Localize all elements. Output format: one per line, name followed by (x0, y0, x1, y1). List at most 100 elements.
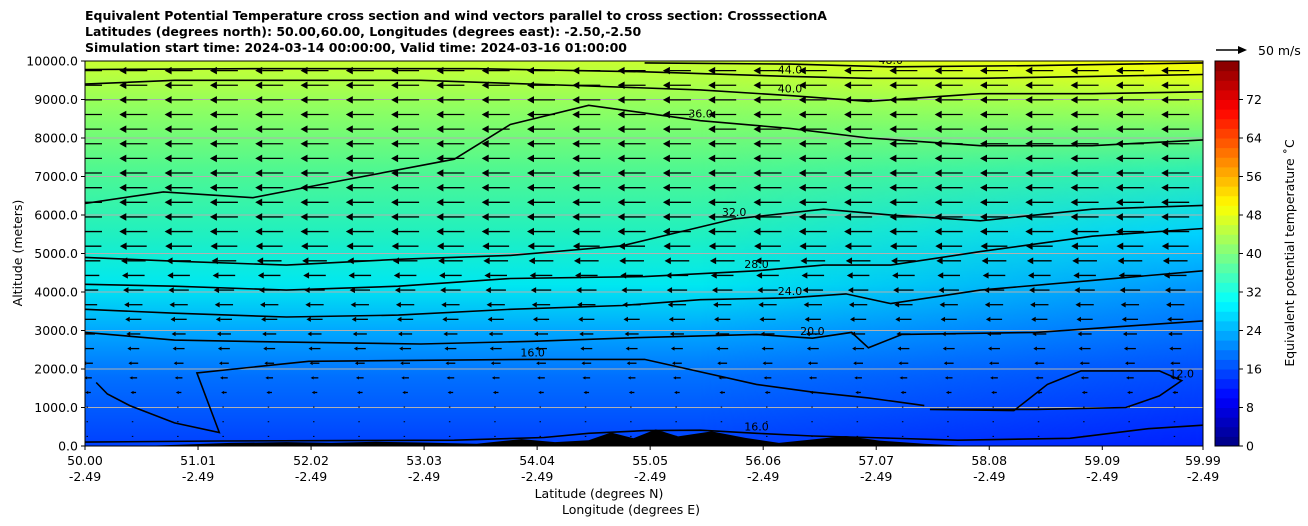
wind-vector-head (1025, 66, 1033, 75)
wind-vector-head (581, 361, 585, 366)
colorbar-band (1215, 109, 1239, 120)
wind-vector-head (1161, 110, 1169, 119)
wind-vector-head (169, 301, 175, 308)
wind-vector-head (1071, 242, 1078, 250)
wind-vector-head (436, 154, 444, 163)
wind-vector-head (799, 242, 807, 250)
colorbar-band (1215, 397, 1239, 408)
wind-vector-head (844, 169, 852, 177)
wind-vector-head (164, 169, 172, 177)
wind-vector-head (262, 331, 267, 337)
wind-vector-head (74, 111, 81, 119)
wind-vector-head (300, 227, 308, 236)
wind-vector-head (214, 301, 220, 308)
wind-vector-head (798, 154, 806, 163)
wind-vector-head (436, 198, 444, 207)
wind-vector-head (945, 390, 949, 395)
wind-vector-head (708, 242, 716, 250)
wind-vector-head (80, 317, 84, 322)
wind-vector-head (168, 287, 174, 294)
wind-vector-head (753, 154, 761, 163)
wind-vector-head (662, 139, 670, 148)
wind-vector-head (1115, 154, 1123, 163)
colorbar-tick-label: 16 (1246, 362, 1262, 377)
wind-vector-head (708, 169, 716, 177)
wind-vector-head (980, 96, 987, 104)
wind-vector-head (1070, 213, 1078, 221)
colorbar-band (1215, 272, 1239, 283)
wind-vector-head (119, 154, 127, 163)
wind-vector-head (980, 169, 987, 177)
wind-vector-head (436, 169, 444, 177)
contour-line (95, 358, 925, 434)
wind-vector-head (436, 183, 444, 192)
wind-vector-head (761, 346, 766, 351)
wind-vector-head (537, 376, 541, 380)
wind-vector-head (937, 272, 944, 279)
wind-vector-head (934, 139, 942, 148)
wind-vector-head (756, 272, 763, 279)
wind-vector-head (757, 287, 763, 294)
x-tick-label-lat: 57.07 (858, 453, 894, 468)
colorbar-tick-label: 32 (1246, 285, 1262, 300)
wind-vector-head (980, 154, 987, 163)
colorbar-band (1215, 263, 1239, 274)
title-line-3: Simulation start time: 2024-03-14 00:00:… (85, 40, 627, 55)
wind-vector-head (753, 139, 761, 148)
wind-vector-head (667, 301, 673, 308)
wind-vector-head (844, 110, 852, 119)
wind-vector-head (798, 213, 806, 221)
wind-vector-head (391, 242, 399, 250)
wind-vector-head (1033, 346, 1037, 351)
wind-vector-head (164, 81, 172, 90)
wind-vector-head (209, 125, 217, 133)
wind-vector-head (129, 376, 133, 380)
y-tick-label: 6000.0 (34, 208, 78, 223)
wind-vector-head (213, 287, 220, 294)
wind-vector-head (391, 183, 399, 192)
wind-vector-head (74, 198, 81, 206)
wind-vector-head (119, 213, 127, 221)
colorbar-band (1215, 349, 1239, 360)
wind-vector-head (436, 81, 444, 90)
contour-line (85, 204, 1203, 266)
wind-vector-head (345, 110, 353, 119)
wind-vector-head (762, 361, 766, 366)
wind-vector-head (850, 316, 855, 322)
wind-vector-head (940, 316, 946, 322)
wind-vector-head (1075, 301, 1081, 308)
wind-vector-head (1080, 376, 1084, 380)
wind-vector-head (889, 183, 897, 192)
wind-vector-head (980, 198, 987, 207)
wind-vector-head (1070, 154, 1078, 163)
wind-vector-head (442, 316, 447, 322)
colorbar-band (1215, 320, 1239, 331)
colorbar-tick-label: 48 (1246, 208, 1262, 223)
wind-vector-head (300, 154, 308, 163)
grid-lines (85, 61, 1203, 446)
wind-vector-head (391, 154, 399, 163)
colorbar-tick-label: 56 (1246, 169, 1262, 184)
wind-vector-head (662, 183, 670, 192)
wind-vector-head (257, 272, 264, 279)
colorbar-band (1215, 215, 1239, 226)
wind-vector-head (527, 198, 534, 207)
wind-vector-head (617, 139, 625, 148)
wind-vector-head (980, 213, 987, 221)
wind-vector-head (527, 66, 534, 75)
x-tick-label-lon: -2.49 (634, 469, 666, 484)
wind-vector-head (892, 272, 898, 279)
wind-vector-head (573, 257, 581, 265)
wind-vector-head (119, 169, 127, 177)
wind-vector-head (935, 242, 943, 250)
wind-vector-head (1119, 287, 1126, 294)
wind-vector-head (889, 154, 897, 163)
wind-vector-head (1161, 169, 1169, 177)
wind-vector-head (1170, 361, 1174, 366)
wind-vector-head (1167, 316, 1172, 322)
wind-vector-head (174, 376, 178, 380)
wind-vector-head (528, 257, 535, 265)
wind-vector-head (1117, 257, 1124, 265)
wind-vector-head (889, 227, 897, 236)
